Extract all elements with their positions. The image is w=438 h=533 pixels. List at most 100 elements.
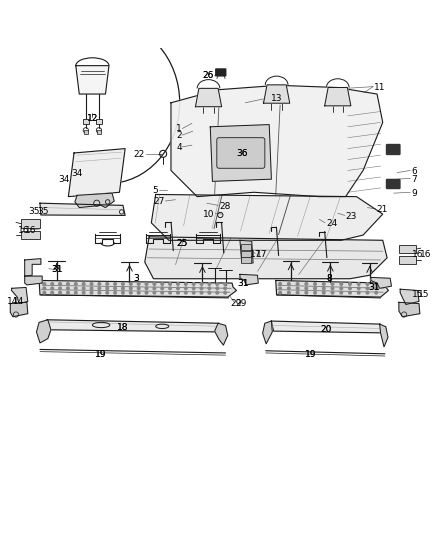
- Text: 18: 18: [117, 323, 129, 332]
- Circle shape: [357, 287, 360, 289]
- Circle shape: [153, 287, 155, 289]
- Circle shape: [322, 282, 325, 285]
- Circle shape: [349, 287, 351, 289]
- Polygon shape: [276, 280, 389, 297]
- FancyBboxPatch shape: [386, 144, 401, 155]
- Circle shape: [138, 282, 140, 285]
- Text: 29: 29: [230, 299, 241, 308]
- Text: 11: 11: [374, 83, 385, 92]
- Text: 20: 20: [320, 325, 332, 334]
- Bar: [97, 130, 101, 134]
- Polygon shape: [25, 276, 42, 285]
- Circle shape: [145, 287, 148, 289]
- Text: 29: 29: [236, 299, 247, 308]
- Circle shape: [314, 292, 316, 294]
- Polygon shape: [25, 259, 41, 276]
- Circle shape: [208, 282, 211, 285]
- Polygon shape: [400, 289, 419, 304]
- Text: 16: 16: [25, 226, 36, 235]
- Text: 16: 16: [18, 226, 29, 235]
- FancyBboxPatch shape: [386, 179, 401, 189]
- Polygon shape: [75, 193, 114, 207]
- Text: 3: 3: [133, 274, 139, 283]
- Circle shape: [122, 292, 124, 294]
- Text: 2: 2: [176, 131, 182, 140]
- Circle shape: [314, 287, 316, 289]
- Text: 12: 12: [87, 114, 98, 123]
- Circle shape: [122, 287, 124, 289]
- Polygon shape: [36, 320, 51, 343]
- Circle shape: [67, 287, 69, 289]
- Polygon shape: [151, 195, 383, 240]
- Circle shape: [184, 292, 187, 294]
- Text: 19: 19: [95, 350, 107, 359]
- Circle shape: [366, 287, 369, 289]
- Text: 25: 25: [176, 239, 187, 248]
- Circle shape: [114, 287, 117, 289]
- Bar: [83, 119, 89, 124]
- Text: 20: 20: [320, 325, 332, 334]
- Circle shape: [169, 287, 171, 289]
- Circle shape: [82, 292, 85, 294]
- Text: 7: 7: [411, 175, 417, 184]
- Circle shape: [322, 292, 325, 294]
- Circle shape: [224, 287, 226, 289]
- Circle shape: [90, 287, 93, 289]
- Circle shape: [340, 287, 343, 289]
- Circle shape: [98, 292, 101, 294]
- Polygon shape: [40, 203, 125, 215]
- Polygon shape: [11, 302, 28, 317]
- Circle shape: [184, 287, 187, 289]
- Text: 19: 19: [305, 350, 316, 359]
- Text: 36: 36: [237, 149, 248, 158]
- Text: 31: 31: [237, 279, 249, 288]
- Circle shape: [216, 287, 219, 289]
- Circle shape: [314, 282, 316, 285]
- Circle shape: [331, 282, 334, 285]
- Bar: [21, 220, 39, 228]
- Text: 26: 26: [202, 71, 214, 80]
- Text: 18: 18: [117, 323, 129, 332]
- Circle shape: [279, 282, 282, 285]
- Circle shape: [138, 292, 140, 294]
- Text: 16: 16: [420, 250, 431, 259]
- Circle shape: [216, 282, 219, 285]
- Circle shape: [67, 282, 69, 285]
- Circle shape: [349, 292, 351, 294]
- Circle shape: [288, 282, 290, 285]
- Polygon shape: [68, 149, 125, 197]
- Circle shape: [305, 282, 307, 285]
- Text: 35: 35: [38, 207, 49, 216]
- Polygon shape: [46, 320, 223, 332]
- Polygon shape: [380, 324, 388, 347]
- Text: 36: 36: [237, 149, 248, 158]
- Circle shape: [138, 287, 140, 289]
- Polygon shape: [76, 66, 109, 94]
- Circle shape: [184, 282, 187, 285]
- Circle shape: [216, 292, 219, 294]
- Circle shape: [366, 292, 369, 294]
- Polygon shape: [39, 280, 237, 297]
- Circle shape: [331, 292, 334, 294]
- Circle shape: [153, 292, 155, 294]
- Circle shape: [322, 287, 325, 289]
- Text: 34: 34: [58, 175, 70, 184]
- Circle shape: [192, 287, 195, 289]
- Text: 13: 13: [271, 94, 282, 103]
- Text: 23: 23: [346, 212, 357, 221]
- Circle shape: [74, 282, 77, 285]
- Circle shape: [59, 292, 61, 294]
- FancyBboxPatch shape: [215, 68, 226, 77]
- Circle shape: [51, 287, 53, 289]
- Circle shape: [130, 282, 132, 285]
- Circle shape: [106, 282, 109, 285]
- Circle shape: [145, 282, 148, 285]
- Text: 31: 31: [51, 265, 62, 274]
- Circle shape: [177, 292, 179, 294]
- Text: 19: 19: [305, 350, 316, 359]
- Text: 17: 17: [256, 250, 268, 259]
- Polygon shape: [145, 237, 387, 279]
- Circle shape: [305, 292, 307, 294]
- Text: 34: 34: [71, 169, 83, 179]
- Text: 15: 15: [412, 290, 424, 300]
